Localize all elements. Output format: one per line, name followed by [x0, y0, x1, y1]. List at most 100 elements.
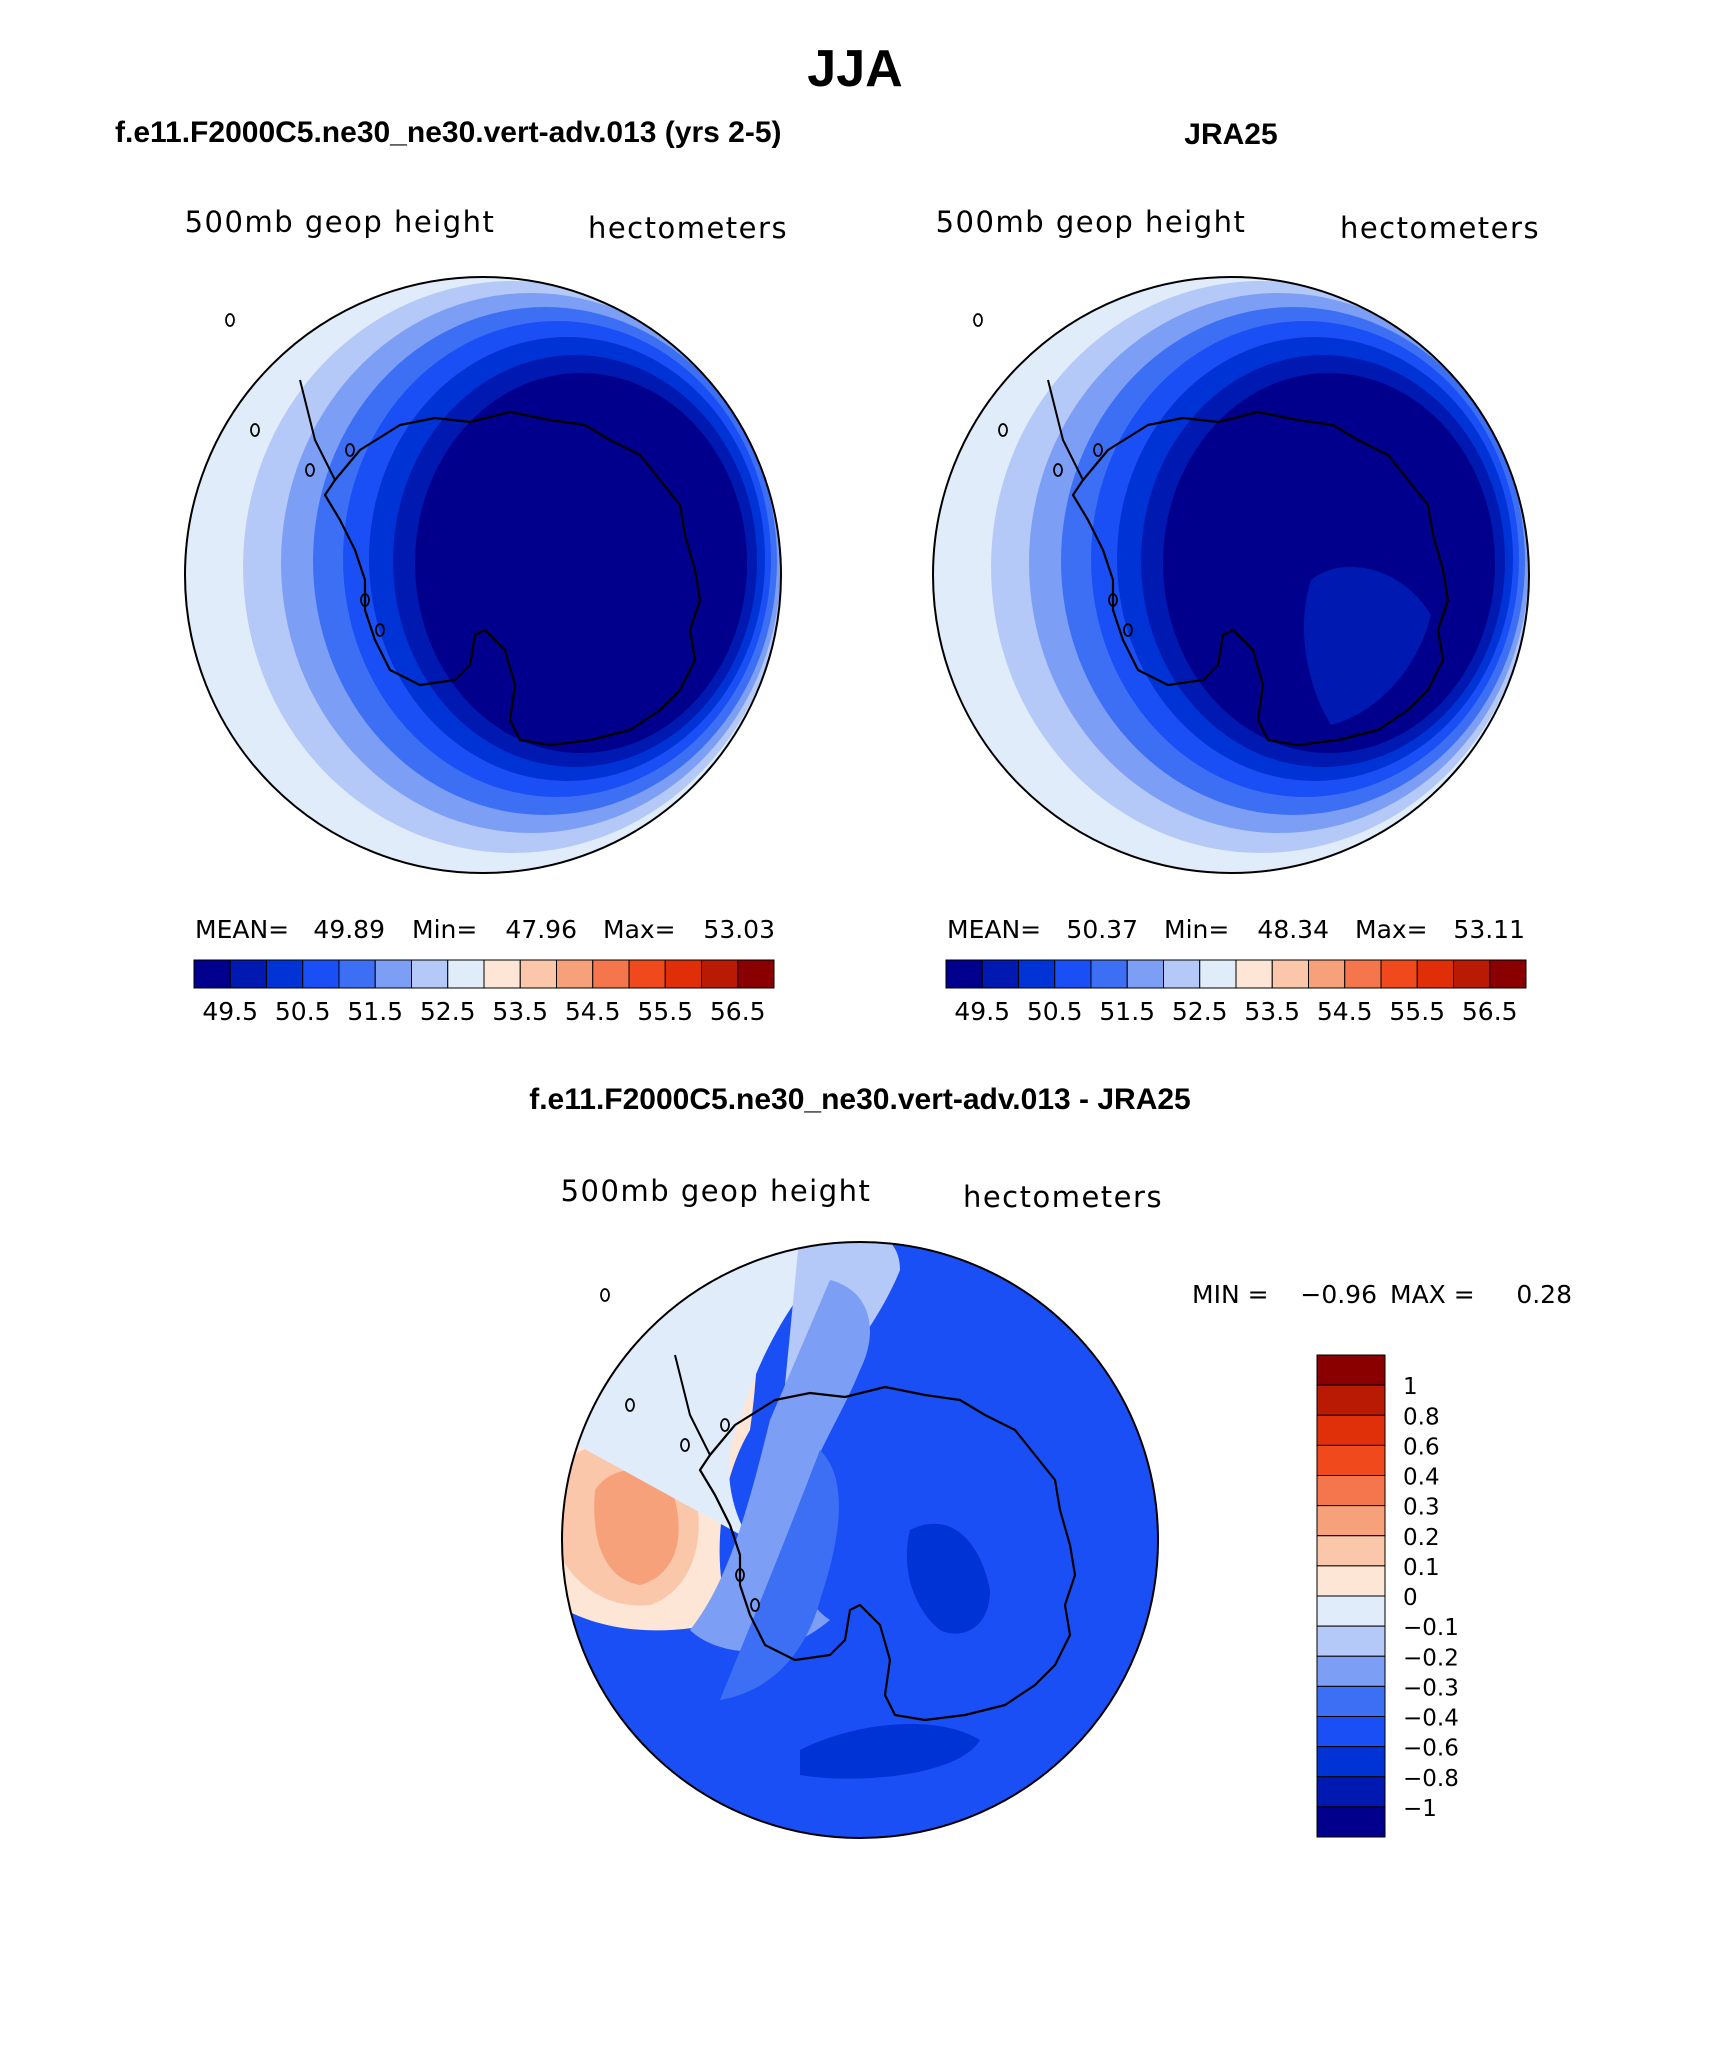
- island-1: [225, 313, 235, 327]
- colorbar-tick-label: 49.5: [202, 997, 258, 1026]
- right-map: [933, 277, 1529, 873]
- colorbar-box-8: [1316, 1565, 1386, 1597]
- diff-contour-center-west-7: [720, 1450, 839, 1700]
- colorbar-box-9: [1316, 1595, 1386, 1627]
- colorbar-box-14: [664, 959, 702, 989]
- diff-contour-west-3: [594, 1470, 679, 1585]
- colorbar-tick-label: 0.4: [1403, 1465, 1440, 1491]
- colorbar-tick-label: −0.3: [1403, 1675, 1459, 1701]
- right-max-value: 53.11: [1453, 915, 1525, 944]
- right-stats: MEAN= 50.37 Min= 48.34 Max= 53.11: [947, 915, 1525, 944]
- colorbar-box-15: [1453, 959, 1491, 989]
- coastline-path: [698, 1385, 1077, 1722]
- left-mean-label: MEAN=: [195, 915, 289, 944]
- island-1: [973, 313, 983, 327]
- island-5: [1108, 593, 1118, 607]
- diff-map-border: [561, 1241, 1159, 1839]
- island-4: [1093, 443, 1103, 457]
- island-5: [360, 593, 370, 607]
- right-min-value: 48.34: [1257, 915, 1329, 944]
- colorbar-tick-label: 53.5: [492, 997, 548, 1026]
- peninsula-path: [674, 1354, 711, 1456]
- colorbar-box-6: [1126, 959, 1164, 989]
- colorbar-box-12: [1344, 959, 1382, 989]
- left-stats: MEAN= 49.89 Min= 47.96 Max= 53.03: [195, 915, 775, 944]
- left-map-border: [184, 276, 782, 874]
- colorbar-box-10: [519, 959, 557, 989]
- colorbar-box-8: [447, 959, 485, 989]
- diff-max-value: 0.28: [1516, 1280, 1572, 1309]
- colorbar-box-14: [1416, 959, 1454, 989]
- island-1: [600, 1288, 610, 1302]
- diff-min-label: MIN =: [1192, 1280, 1269, 1309]
- colorbar-tick-label: 51.5: [347, 997, 403, 1026]
- left-max-value: 53.03: [703, 915, 775, 944]
- island-2: [625, 1398, 635, 1412]
- right-antarctica-coastline: [973, 313, 1450, 747]
- diff-map: [562, 1242, 1158, 1838]
- colorbar-box-3: [266, 959, 304, 989]
- colorbar-tick-label: −0.2: [1403, 1645, 1459, 1671]
- colorbar-box-3: [1316, 1414, 1386, 1446]
- colorbar-box-8: [1199, 959, 1237, 989]
- colorbar-tick-label: 49.5: [954, 997, 1010, 1026]
- colorbar-tick-label: 1: [1403, 1374, 1418, 1400]
- colorbar-tick-label: −1: [1403, 1796, 1437, 1822]
- diff-min-value: −0.96: [1300, 1280, 1377, 1309]
- island-3: [305, 463, 315, 477]
- peninsula-path: [299, 379, 336, 481]
- diff-contour-south-9: [800, 1723, 980, 1779]
- colorbar-box-15: [1316, 1776, 1386, 1808]
- diff-max-label: MAX =: [1390, 1280, 1475, 1309]
- diff-stats: MIN = −0.96 MAX = 0.28: [1192, 1280, 1572, 1309]
- colorbar-tick-label: 54.5: [1317, 997, 1373, 1026]
- figure-title: JJA: [807, 40, 902, 98]
- right-units-label: hectometers: [1340, 211, 1540, 245]
- colorbar-box-4: [302, 959, 340, 989]
- left-colorbar: 49.5 50.5 51.5 52.5 53.5 54.5 55.5 56.5: [193, 959, 775, 1026]
- colorbar-tick-label: 52.5: [1172, 997, 1228, 1026]
- colorbar-box-1: [193, 959, 231, 989]
- colorbar-tick-label: 0.6: [1403, 1434, 1440, 1460]
- island-5: [735, 1568, 745, 1582]
- colorbar-box-1: [1316, 1354, 1386, 1386]
- left-mean-value: 49.89: [313, 915, 385, 944]
- island-2: [998, 423, 1008, 437]
- diff-contour-north-5: [770, 1242, 900, 1540]
- colorbar-tick-label: −0.6: [1403, 1736, 1459, 1762]
- colorbar-box-7: [1316, 1535, 1386, 1567]
- colorbar-tick-label: 51.5: [1099, 997, 1155, 1026]
- colorbar-box-11: [556, 959, 594, 989]
- coastline-path: [1071, 410, 1450, 747]
- colorbar-tick-label: 52.5: [420, 997, 476, 1026]
- coastline-path: [323, 410, 702, 747]
- peninsula-path: [1047, 379, 1084, 481]
- colorbar-tick-label: 0.3: [1403, 1495, 1440, 1521]
- left-min-label: Min=: [412, 915, 477, 944]
- left-min-value: 47.96: [505, 915, 577, 944]
- island-6: [1123, 623, 1133, 637]
- colorbar-box-12: [1316, 1685, 1386, 1717]
- island-2: [250, 423, 260, 437]
- colorbar-box-11: [1308, 959, 1346, 989]
- contour-level-8: [415, 373, 747, 753]
- colorbar-box-9: [1235, 959, 1273, 989]
- colorbar-tick-label: 55.5: [1389, 997, 1445, 1026]
- colorbar-box-12: [592, 959, 630, 989]
- colorbar-box-6: [374, 959, 412, 989]
- diff-antarctica-coastline: [600, 1288, 1077, 1722]
- diff-colorbar: 1 0.8 0.6 0.4 0.3 0.2 0.1 0 −0.1 −0.2 −0.3 −0.4 −0.6…: [1316, 1354, 1459, 1838]
- colorbar-box-2: [1316, 1384, 1386, 1416]
- colorbar-tick-label: −0.4: [1403, 1706, 1459, 1732]
- colorbar-box-9: [483, 959, 521, 989]
- colorbar-box-5: [1090, 959, 1128, 989]
- colorbar-tick-label: 50.5: [1027, 997, 1083, 1026]
- left-units-label: hectometers: [588, 211, 788, 245]
- colorbar-tick-label: 0.1: [1403, 1555, 1440, 1581]
- diff-units-label: hectometers: [963, 1180, 1163, 1214]
- island-4: [720, 1418, 730, 1432]
- island-4: [345, 443, 355, 457]
- colorbar-tick-label: 0: [1403, 1585, 1418, 1611]
- colorbar-box-1: [945, 959, 983, 989]
- colorbar-box-16: [737, 959, 775, 989]
